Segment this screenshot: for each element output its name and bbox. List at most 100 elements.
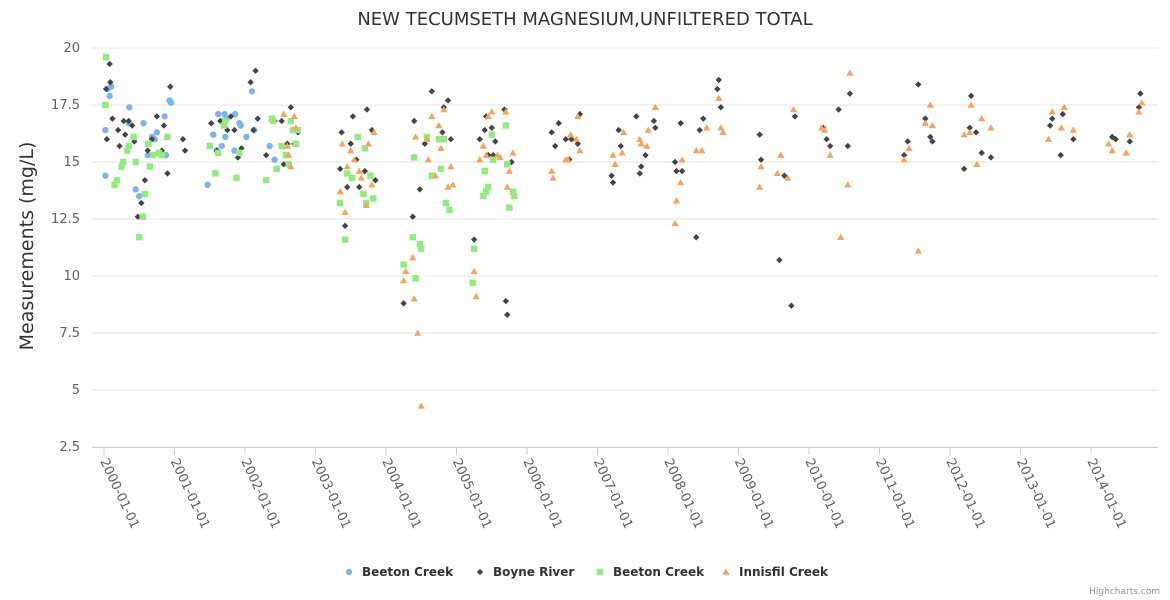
data-point[interactable] xyxy=(773,169,781,177)
data-point[interactable] xyxy=(161,113,168,120)
data-point[interactable] xyxy=(372,177,379,184)
data-point[interactable] xyxy=(826,142,834,150)
data-point[interactable] xyxy=(138,199,145,207)
data-point[interactable] xyxy=(236,149,243,157)
data-point[interactable] xyxy=(439,129,446,136)
data-point[interactable] xyxy=(926,101,934,108)
data-point[interactable] xyxy=(107,83,115,90)
data-point[interactable] xyxy=(502,122,510,129)
data-point[interactable] xyxy=(106,92,113,100)
data-point[interactable] xyxy=(776,256,783,264)
data-point[interactable] xyxy=(262,151,270,159)
data-point[interactable] xyxy=(788,302,795,309)
data-point[interactable] xyxy=(424,156,432,163)
data-point[interactable] xyxy=(652,124,659,131)
data-point[interactable] xyxy=(353,156,360,163)
data-point[interactable] xyxy=(502,297,510,305)
data-point[interactable] xyxy=(167,83,174,90)
data-point[interactable] xyxy=(266,142,273,150)
data-point[interactable] xyxy=(126,104,133,111)
data-point[interactable] xyxy=(470,245,478,252)
legend-item-beeton-creek-square[interactable]: Beeton Creek xyxy=(596,565,705,579)
data-point[interactable] xyxy=(1048,108,1056,115)
data-point[interactable] xyxy=(929,138,936,145)
data-point[interactable] xyxy=(347,147,355,154)
data-point[interactable] xyxy=(1105,140,1113,147)
data-point[interactable] xyxy=(231,110,239,118)
data-point[interactable] xyxy=(820,126,829,133)
data-point[interactable] xyxy=(160,122,168,129)
data-point[interactable] xyxy=(900,151,908,159)
data-point[interactable] xyxy=(421,140,428,147)
data-point[interactable] xyxy=(400,261,407,268)
data-point[interactable] xyxy=(1122,149,1130,156)
data-point[interactable] xyxy=(132,158,139,166)
data-point[interactable] xyxy=(140,120,147,127)
legend-item-innisfil-creek-triangle[interactable]: Innisfil Creek xyxy=(722,565,829,579)
data-point[interactable] xyxy=(619,128,628,136)
data-point[interactable] xyxy=(116,142,123,150)
legend-symbol-square[interactable] xyxy=(596,568,604,576)
data-point[interactable] xyxy=(204,181,211,188)
data-point[interactable] xyxy=(1046,122,1054,129)
legend-item-beeton-creek-circle[interactable]: Beeton Creek xyxy=(345,565,454,579)
data-point[interactable] xyxy=(218,142,225,150)
data-point[interactable] xyxy=(280,161,287,168)
data-point[interactable] xyxy=(489,156,497,163)
data-point[interactable] xyxy=(967,92,975,100)
data-point[interactable] xyxy=(501,106,508,113)
legend-label[interactable]: Boyne River xyxy=(493,565,574,579)
data-point[interactable] xyxy=(700,115,707,122)
data-point[interactable] xyxy=(846,69,854,76)
data-point[interactable] xyxy=(348,174,356,182)
data-point[interactable] xyxy=(103,136,111,143)
data-point[interactable] xyxy=(125,117,132,125)
data-point[interactable] xyxy=(642,151,649,159)
legend[interactable]: Beeton Creek Boyne River Beeton Creek Innis… xyxy=(345,565,829,579)
data-point[interactable] xyxy=(1126,131,1134,138)
data-point[interactable] xyxy=(270,117,277,125)
data-point[interactable] xyxy=(922,115,929,122)
data-point[interactable] xyxy=(400,276,408,284)
data-point[interactable] xyxy=(287,117,295,125)
data-point[interactable] xyxy=(1112,136,1119,143)
data-point[interactable] xyxy=(109,115,116,122)
data-point[interactable] xyxy=(146,163,154,170)
data-point[interactable] xyxy=(444,183,452,190)
data-point[interactable] xyxy=(428,88,436,95)
data-point[interactable] xyxy=(1135,108,1143,115)
data-point[interactable] xyxy=(417,402,425,409)
data-point[interactable] xyxy=(1126,138,1133,145)
data-point[interactable] xyxy=(102,172,109,179)
data-point[interactable] xyxy=(285,161,292,168)
data-point[interactable] xyxy=(756,183,764,190)
data-point[interactable] xyxy=(215,110,222,118)
data-point[interactable] xyxy=(678,156,686,163)
data-point[interactable] xyxy=(1135,104,1143,111)
data-point[interactable] xyxy=(677,120,684,127)
data-point[interactable] xyxy=(111,181,118,188)
data-point[interactable] xyxy=(363,106,371,113)
data-point[interactable] xyxy=(1137,90,1144,97)
data-point[interactable] xyxy=(287,104,295,111)
data-point[interactable] xyxy=(341,236,349,243)
data-point[interactable] xyxy=(826,151,834,158)
data-point[interactable] xyxy=(496,153,504,161)
data-point[interactable] xyxy=(1057,151,1064,159)
data-point[interactable] xyxy=(488,108,496,115)
data-point[interactable] xyxy=(637,140,645,147)
data-point[interactable] xyxy=(472,292,480,300)
data-point[interactable] xyxy=(502,108,510,115)
data-point[interactable] xyxy=(428,172,436,179)
data-point[interactable] xyxy=(636,135,644,142)
data-point[interactable] xyxy=(118,163,125,170)
data-point[interactable] xyxy=(476,136,483,143)
data-point[interactable] xyxy=(509,188,517,195)
data-point[interactable] xyxy=(784,174,792,181)
data-point[interactable] xyxy=(435,136,443,143)
data-point[interactable] xyxy=(361,145,369,152)
legend-symbol-diamond[interactable] xyxy=(476,568,484,576)
data-point[interactable] xyxy=(915,81,922,88)
data-point[interactable] xyxy=(615,126,622,134)
data-point[interactable] xyxy=(102,126,109,134)
